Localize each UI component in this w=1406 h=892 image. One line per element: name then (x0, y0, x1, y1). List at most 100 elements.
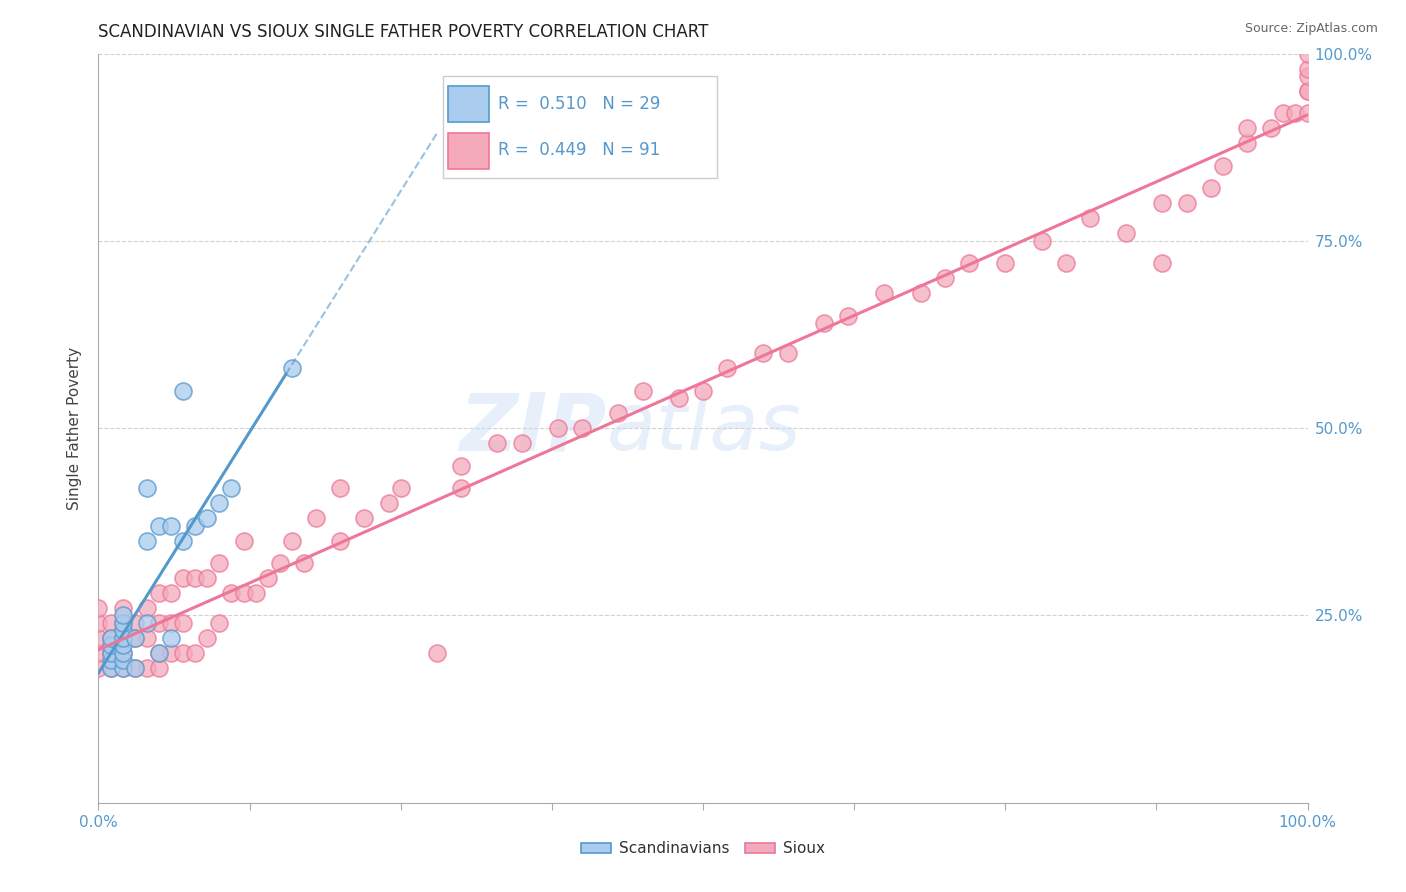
Point (208, 496, 231, 510)
Point (281, 361, 304, 376)
FancyBboxPatch shape (449, 87, 489, 122)
Point (124, 661, 146, 675)
Point (184, 571, 207, 585)
Point (111, 615, 134, 630)
Point (1296, 46, 1319, 61)
Point (873, 286, 896, 301)
Point (813, 316, 835, 330)
Point (148, 646, 170, 660)
Text: R =  0.449   N = 91: R = 0.449 N = 91 (498, 141, 659, 159)
Point (87, 661, 110, 675)
Point (1260, 121, 1282, 136)
Point (172, 571, 194, 585)
Point (148, 518, 170, 533)
Point (87, 615, 110, 630)
Point (1296, 62, 1319, 76)
Point (160, 586, 183, 600)
Point (1115, 227, 1137, 241)
Point (111, 608, 134, 623)
Point (1152, 196, 1174, 211)
Point (111, 661, 134, 675)
Point (1284, 106, 1306, 120)
Point (184, 518, 207, 533)
Point (571, 421, 593, 435)
Point (195, 571, 218, 585)
Point (87, 631, 110, 645)
Point (172, 384, 194, 398)
Point (172, 533, 194, 548)
Point (195, 511, 218, 525)
Point (1236, 136, 1258, 151)
Point (837, 309, 859, 323)
Point (111, 646, 134, 660)
Point (426, 646, 449, 660)
Point (111, 646, 134, 660)
Point (135, 661, 157, 675)
Point (994, 256, 1017, 270)
Point (172, 615, 194, 630)
Text: SCANDINAVIAN VS SIOUX SINGLE FATHER POVERTY CORRELATION CHART: SCANDINAVIAN VS SIOUX SINGLE FATHER POVE… (98, 23, 709, 41)
Point (547, 421, 569, 435)
Point (100, 646, 122, 660)
Point (87, 601, 110, 615)
Point (124, 631, 146, 645)
Point (87, 646, 110, 660)
Point (389, 481, 412, 495)
Point (135, 533, 157, 548)
Point (135, 631, 157, 645)
Point (292, 556, 315, 570)
Point (668, 391, 690, 405)
Point (1212, 159, 1234, 173)
Point (1054, 256, 1077, 270)
Point (208, 615, 231, 630)
Point (934, 271, 956, 285)
Text: atlas: atlas (606, 389, 801, 467)
Point (184, 646, 207, 660)
Point (1272, 106, 1295, 120)
Point (1152, 256, 1174, 270)
Text: R =  0.510   N = 29: R = 0.510 N = 29 (498, 95, 659, 113)
Point (329, 533, 352, 548)
Point (232, 586, 254, 600)
Point (111, 661, 134, 675)
Point (450, 458, 472, 473)
Point (135, 601, 157, 615)
Point (377, 496, 399, 510)
Point (607, 406, 630, 420)
Point (111, 601, 134, 615)
Point (124, 661, 146, 675)
Point (160, 631, 183, 645)
Point (100, 653, 122, 667)
Y-axis label: Single Father Poverty: Single Father Poverty (67, 347, 83, 509)
Legend: Scandinavians, Sioux: Scandinavians, Sioux (575, 836, 831, 863)
Point (148, 586, 170, 600)
Point (124, 615, 146, 630)
Point (957, 256, 980, 270)
Point (160, 615, 183, 630)
Point (1296, 84, 1319, 98)
Point (1236, 121, 1258, 136)
Point (148, 661, 170, 675)
Point (221, 481, 243, 495)
Point (100, 639, 122, 653)
Point (329, 481, 352, 495)
Point (232, 533, 254, 548)
Point (148, 646, 170, 660)
Point (752, 346, 775, 360)
Point (1296, 106, 1319, 120)
Point (172, 646, 194, 660)
Point (1296, 69, 1319, 83)
Point (111, 631, 134, 645)
FancyBboxPatch shape (449, 133, 489, 169)
Point (100, 646, 122, 660)
Point (1031, 234, 1053, 248)
Point (111, 639, 134, 653)
Point (221, 586, 243, 600)
Point (135, 615, 157, 630)
Point (510, 436, 533, 450)
Point (208, 556, 231, 570)
Point (910, 286, 932, 301)
Point (256, 571, 278, 585)
Point (111, 624, 134, 638)
Point (281, 533, 304, 548)
